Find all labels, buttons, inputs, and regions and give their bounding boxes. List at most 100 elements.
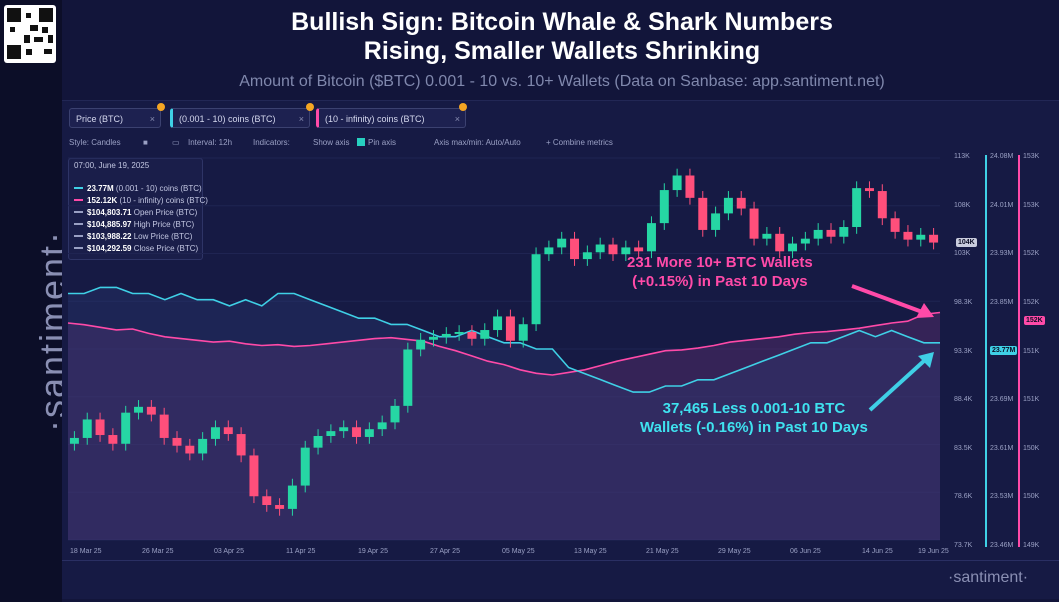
chip-small-wallets[interactable]: (0.001 - 10) coins (BTC) × xyxy=(170,108,310,128)
candle-body xyxy=(903,231,913,240)
small-wallets-area xyxy=(68,287,940,540)
candle-body xyxy=(185,445,195,454)
x-tick-label: 05 May 25 xyxy=(502,548,535,555)
tooltip-row: $104,292.59 Close Price (BTC) xyxy=(74,244,198,253)
chip-price[interactable]: Price (BTC) × xyxy=(69,108,161,128)
whale-arrow-head xyxy=(916,303,934,318)
show-axis-toggle[interactable]: Show axis xyxy=(313,138,350,147)
candle-body xyxy=(287,485,297,509)
subtitle: Amount of Bitcoin ($BTC) 0.001 - 10 vs. … xyxy=(239,73,885,90)
tooltip-label: (10 - infinity) coins (BTC) xyxy=(117,196,208,205)
candle-body xyxy=(95,419,105,436)
tooltip-value: $103,988.22 xyxy=(87,232,132,241)
small-wallets-axis-tick: 23.53M xyxy=(990,493,1014,501)
candle-body xyxy=(313,435,323,448)
candle-body xyxy=(608,244,618,255)
title-line-2: Rising, Smaller Wallets Shrinking xyxy=(363,37,761,65)
axis-maxmin-selector[interactable]: Axis max/min: Auto/Auto xyxy=(434,138,521,147)
small-wallets-axis-bar xyxy=(985,155,987,547)
chip-whales[interactable]: (10 - infinity) coins (BTC) × xyxy=(316,108,466,128)
candle-body xyxy=(339,427,349,432)
tooltip-label: High Price (BTC) xyxy=(131,220,195,229)
candle-body xyxy=(467,331,477,339)
color-square-icon[interactable]: ■ xyxy=(143,138,148,147)
small-wallets-line xyxy=(68,286,940,393)
candle-body xyxy=(762,233,772,239)
price-axis-tick: 103K xyxy=(954,250,971,258)
whale-last-badge: 152K xyxy=(1024,316,1045,325)
candle-body xyxy=(377,422,387,430)
combine-metrics-button[interactable]: + Combine metrics xyxy=(546,138,613,147)
candle-body xyxy=(505,316,515,341)
candle-body xyxy=(570,238,580,260)
candle-body xyxy=(134,406,144,413)
brand-sidebar: ·santiment· xyxy=(0,0,73,602)
alert-dot-icon xyxy=(306,103,314,111)
candle-body xyxy=(634,247,644,252)
close-icon[interactable]: × xyxy=(149,114,155,124)
whale-annotation: 231 More 10+ BTC Wallets (+0.15%) in Past… xyxy=(627,254,813,290)
close-icon[interactable]: × xyxy=(298,114,304,124)
candle-body xyxy=(826,229,836,237)
candle-body xyxy=(621,247,631,255)
whales-axis-tick: 150K xyxy=(1023,444,1040,452)
small-wallets-axis-tick: 23.61M xyxy=(990,444,1014,452)
whales-axis-tick: 151K xyxy=(1023,396,1040,404)
x-tick-label: 18 Mar 25 xyxy=(70,548,102,555)
tooltip-label: Open Price (BTC) xyxy=(131,208,198,217)
candle-body xyxy=(480,330,490,339)
whales-axis-tick: 153K xyxy=(1023,201,1040,209)
alert-dot-icon xyxy=(459,103,467,111)
price-axis-tick: 78.6K xyxy=(954,493,973,501)
title-line-1: Bullish Sign: Bitcoin Whale & Shark Numb… xyxy=(291,8,833,36)
whales-axis-tick: 151K xyxy=(1023,347,1040,355)
whales-axis-tick: 149K xyxy=(1023,542,1040,549)
x-tick-label: 06 Jun 25 xyxy=(790,548,821,555)
candle-body xyxy=(852,188,862,228)
candle-body xyxy=(557,238,567,248)
tooltip-row: $103,988.22 Low Price (BTC) xyxy=(74,232,192,241)
candle-body xyxy=(236,434,246,456)
whales-axis-tick: 150K xyxy=(1023,493,1040,501)
candle-body xyxy=(159,414,169,438)
candle-body xyxy=(210,427,220,439)
candle-body xyxy=(544,247,554,255)
calendar-icon[interactable]: ▭ xyxy=(172,138,180,147)
indicators-selector[interactable]: Indicators: xyxy=(253,138,290,147)
x-tick-label: 27 Apr 25 xyxy=(430,548,460,555)
whales-area xyxy=(68,312,940,540)
x-tick-label: 19 Jun 25 xyxy=(918,548,949,555)
tooltip-value: 152.12K xyxy=(87,196,118,205)
candle-body xyxy=(454,331,464,334)
candle-body xyxy=(198,438,208,454)
x-tick-label: 21 May 25 xyxy=(646,548,679,555)
candle-body xyxy=(82,419,92,438)
price-axis-tick: 108K xyxy=(954,201,971,209)
candle-body xyxy=(775,233,785,252)
tooltip-value: $104,292.59 xyxy=(87,244,132,253)
legend-swatch xyxy=(74,247,83,249)
candle-body xyxy=(518,324,528,341)
tooltip-row: 152.12K (10 - infinity) coins (BTC) xyxy=(74,196,208,205)
candle-body xyxy=(877,191,887,219)
price-axis-tick: 73.7K xyxy=(954,542,973,549)
candle-body xyxy=(864,188,874,192)
style-selector[interactable]: Style: Candles xyxy=(69,138,121,147)
legend-swatch xyxy=(74,235,83,237)
candle-body xyxy=(493,316,503,331)
interval-selector[interactable]: Interval: 12h xyxy=(188,138,233,147)
close-icon[interactable]: × xyxy=(454,114,460,124)
candle-body xyxy=(685,175,695,198)
candle-body xyxy=(403,349,413,406)
candle-body xyxy=(352,427,362,437)
legend-swatch xyxy=(74,223,83,225)
small-arrow xyxy=(868,358,927,412)
price-last-badge: 104K xyxy=(956,238,977,247)
price-axis-tick: 113K xyxy=(954,153,970,160)
small-wallets-axis-tick: 23.69M xyxy=(990,396,1014,404)
pin-axis-toggle[interactable]: Pin axis xyxy=(357,138,396,147)
candle-body xyxy=(531,254,541,325)
x-tick-label: 14 Jun 25 xyxy=(862,548,893,555)
checkbox-icon[interactable] xyxy=(357,138,365,146)
legend-swatch xyxy=(74,199,83,201)
